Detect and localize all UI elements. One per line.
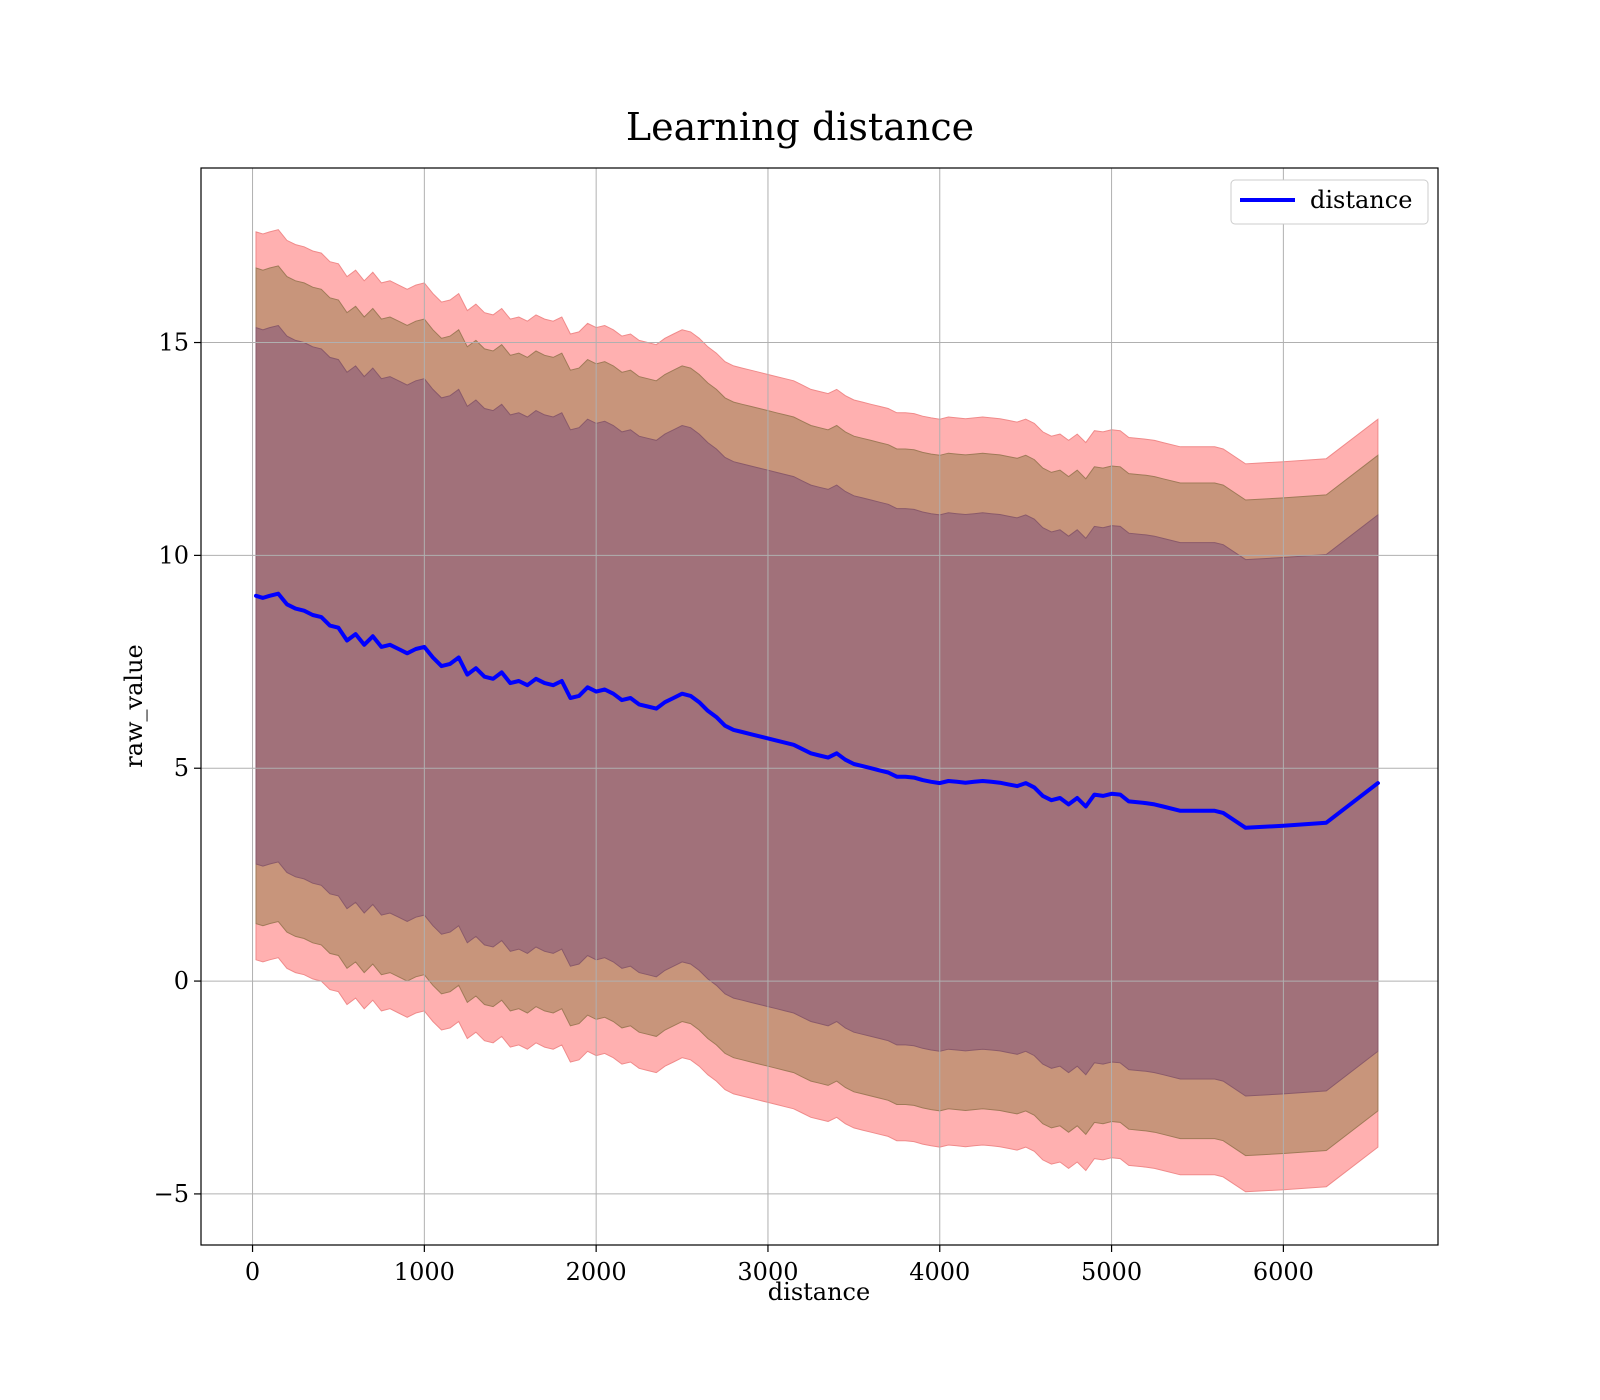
y-axis-label: raw_value [120, 644, 148, 768]
series-line-distance [254, 591, 1380, 830]
gridlines [201, 168, 1438, 1245]
series-layer [254, 591, 1380, 830]
y-tick-label: 10 [158, 541, 189, 569]
x-tick-label: 1000 [394, 1258, 455, 1286]
legend-box [1230, 179, 1429, 225]
band-inner [255, 324, 1379, 1097]
x-axis-label: distance [768, 1278, 870, 1306]
x-tick-label: 5000 [1081, 1258, 1142, 1286]
plot-area-frame [200, 167, 1439, 1246]
y-axis-ticks: −5 0 5 10 15 [154, 329, 201, 1208]
x-axis-ticks: 0 1000 2000 3000 4000 5000 6000 [245, 1245, 1314, 1286]
chart-title: Learning distance [626, 105, 974, 149]
y-tick-label: 15 [158, 329, 189, 357]
x-tick-label: 0 [245, 1258, 260, 1286]
x-tick-label: 2000 [566, 1258, 627, 1286]
x-tick-label: 3000 [737, 1258, 798, 1286]
y-tick-label: 5 [174, 754, 189, 782]
x-tick-label: 6000 [1253, 1258, 1314, 1286]
x-tick-label: 4000 [909, 1258, 970, 1286]
legend: distance [1230, 179, 1429, 225]
legend-label-distance: distance [1310, 186, 1412, 214]
y-tick-label: 0 [174, 967, 189, 995]
y-tick-label: −5 [154, 1180, 189, 1208]
confidence-bands [255, 229, 1379, 1193]
